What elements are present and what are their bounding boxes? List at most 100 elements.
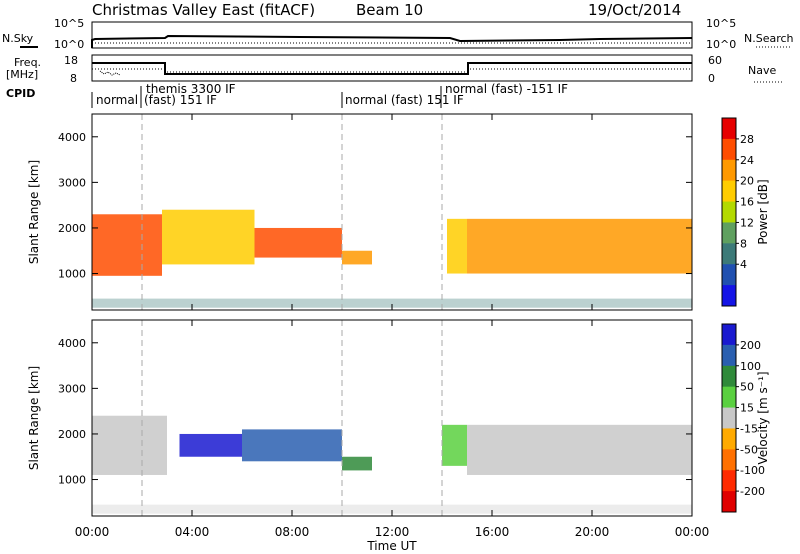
nsky-label: N.Sky	[2, 32, 34, 45]
velocity-cbar-label: Velocity [m s⁻¹]	[756, 371, 770, 464]
velocity-cbar-tick-label: 100	[740, 360, 761, 373]
power-cbar-tick-label: 8	[740, 237, 747, 250]
power-cbar-tick-label: 28	[740, 133, 754, 146]
nave-trace	[92, 68, 692, 73]
cpid-label: CPID	[6, 87, 35, 100]
power-cbar-swatch	[722, 201, 736, 223]
power-cbar-swatch	[722, 180, 736, 203]
velocity-plot-area	[92, 320, 692, 516]
velocity-cbar-swatch	[722, 428, 736, 450]
velocity-cbar-swatch	[722, 365, 736, 388]
velocity-cbar-tick-label: -200	[740, 485, 765, 498]
power-cbar-tick-label: 16	[740, 196, 754, 209]
velocity-yticks: 4000 3000 2000 1000	[58, 337, 692, 487]
velocity-cbar-swatch	[722, 324, 736, 346]
power-ytick-label: 2000	[58, 222, 86, 235]
power-cbar-swatch	[722, 222, 736, 244]
power-cbar-swatch	[722, 159, 736, 182]
freq-tick-bottom: 8	[70, 72, 77, 85]
freq-strip: Freq. [MHz] 18 8 60 0 Nave	[6, 54, 784, 85]
cpid-segment-normal-fast151: normal (fast) 151 IF	[345, 93, 464, 107]
velocity-ytick-label: 1000	[58, 474, 86, 487]
velocity-cbar-swatch	[722, 449, 736, 471]
power-cbar-tick-label: 20	[740, 175, 754, 188]
power-cbar-tick-label: 12	[740, 216, 754, 229]
power-echo-region	[92, 214, 162, 276]
nsky-frame	[91, 21, 693, 49]
freq-tick-top: 18	[64, 54, 78, 67]
velocity-echoes	[92, 320, 692, 516]
velocity-echo-region	[92, 415, 167, 475]
cpid-segment-normal-fast-neg151: normal (fast) -151 IF	[445, 82, 568, 96]
velocity-panel: Slant Range [km] 4000 3000 2000 1000 200 100…	[27, 319, 770, 517]
power-cbar-swatch	[722, 138, 736, 161]
power-yticks: 4000 3000 2000 1000	[58, 131, 692, 281]
x-tick-label: 08:00	[275, 525, 310, 539]
velocity-echo-region	[179, 433, 242, 457]
velocity-cbar-frame	[721, 323, 737, 513]
power-echo-region	[162, 209, 255, 265]
x-tick-label: 12:00	[375, 525, 410, 539]
velocity-cbar-tick-label: 50	[740, 381, 754, 394]
velocity-echo-region	[242, 429, 342, 462]
date-label: 19/Oct/2014	[588, 1, 681, 19]
velocity-ytick-label: 3000	[58, 382, 86, 395]
power-cbar-swatch	[722, 243, 736, 265]
velocity-cbar-tick-label: -100	[740, 464, 765, 477]
velocity-near-range-band	[92, 504, 692, 514]
velocity-cbar-swatch	[722, 386, 736, 409]
freq-label-1: Freq.	[14, 56, 41, 69]
x-tick-label: 04:00	[175, 525, 210, 539]
velocity-cbar-swatch	[722, 491, 736, 513]
power-echo-region	[342, 250, 372, 265]
nave-noise	[99, 70, 121, 76]
power-ylabel: Slant Range [km]	[27, 160, 41, 264]
nsky-tick-top: 10^5	[54, 17, 84, 30]
power-echo-region	[254, 227, 342, 258]
velocity-cbar-tick-label: -50	[740, 443, 758, 456]
velocity-echo-region	[467, 424, 692, 475]
velocity-cbar-tick-label: 200	[740, 339, 761, 352]
nave-tick-top: 60	[708, 54, 722, 67]
power-cbar-swatch	[722, 264, 736, 286]
velocity-echo-region	[442, 424, 467, 466]
power-cbar-frame	[721, 117, 737, 307]
velocity-ytick-label: 4000	[58, 337, 86, 350]
velocity-cbar-swatch	[722, 344, 736, 367]
beam-label: Beam 10	[356, 1, 423, 19]
freq-frame	[91, 54, 693, 82]
velocity-cbar-tick-label: 15	[740, 402, 754, 415]
nave-label: Nave	[748, 64, 776, 77]
cpid-segment-themis: themis 3300 IF	[146, 82, 236, 96]
power-panel: Slant Range [km] 4000 3000 2000 1000 28 24 20…	[27, 113, 770, 311]
figure-title: Christmas Valley East (fitACF)	[92, 1, 315, 19]
power-ytick-label: 3000	[58, 176, 86, 189]
power-echo-region	[447, 218, 467, 274]
x-tick-label: 16:00	[475, 525, 510, 539]
nsky-trace	[91, 34, 693, 48]
power-colorbar: 28 24 20 16 12 8 4	[721, 117, 754, 307]
velocity-echo-region	[342, 456, 372, 471]
freq-trace	[92, 62, 692, 75]
x-tick-label: 00:00	[75, 525, 110, 539]
nsky-strip: N.Sky 10^5 10^0 10^5 10^0 N.Search	[2, 17, 794, 51]
power-ytick-label: 4000	[58, 131, 86, 144]
velocity-cbar-swatch	[722, 470, 736, 492]
power-cbar-label: Power [dB]	[756, 179, 770, 244]
velocity-colorbar: 200 100 50 15 -15 -50 -100 -200	[721, 323, 765, 513]
cpid-segment-normal: normal	[96, 93, 138, 107]
cpid-segment-fast151: (fast) 151 IF	[144, 93, 217, 107]
nsearch-label: N.Search	[744, 32, 794, 45]
nsearch-tick-top: 10^5	[706, 17, 736, 30]
freq-label-2: [MHz]	[6, 68, 38, 81]
cpid-row: CPID normal (fast) 151 IF themis 3300 IF…	[6, 82, 568, 108]
power-cbar-swatch	[722, 285, 736, 307]
power-cbar-swatch	[722, 118, 736, 140]
power-cbar-tick-label: 24	[740, 154, 754, 167]
nsearch-tick-bottom: 10^0	[706, 38, 736, 51]
nave-tick-bottom: 0	[708, 72, 715, 85]
x-tick-label: 00:00	[675, 525, 710, 539]
x-axis: 00:00 04:00 08:00 12:00 16:00 20:00 00:00	[75, 114, 710, 539]
x-axis-label: Time UT	[366, 539, 417, 553]
